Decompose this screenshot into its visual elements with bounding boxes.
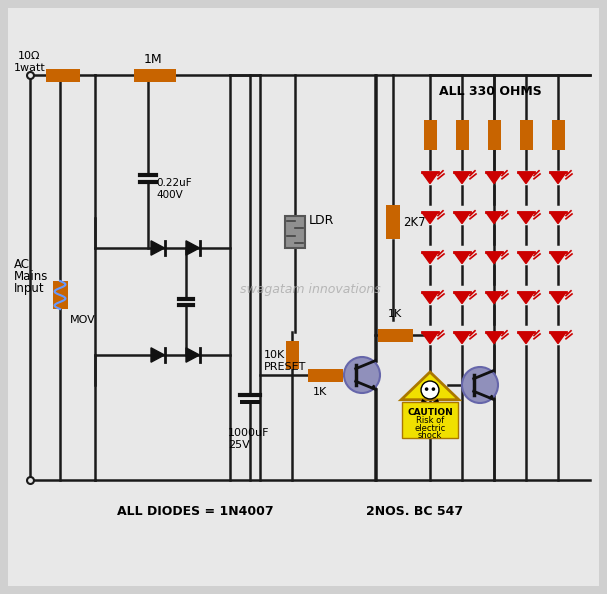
Polygon shape — [518, 292, 534, 304]
Polygon shape — [518, 172, 534, 184]
Polygon shape — [486, 292, 502, 304]
Polygon shape — [550, 213, 566, 223]
FancyBboxPatch shape — [378, 328, 413, 342]
FancyBboxPatch shape — [308, 368, 342, 381]
Polygon shape — [454, 292, 470, 304]
Polygon shape — [422, 333, 438, 343]
FancyBboxPatch shape — [46, 68, 80, 81]
Text: 1K: 1K — [313, 387, 327, 397]
Polygon shape — [371, 386, 376, 390]
Polygon shape — [550, 172, 566, 184]
Circle shape — [421, 381, 439, 399]
Polygon shape — [489, 395, 493, 399]
Text: 2K7: 2K7 — [403, 216, 426, 229]
FancyBboxPatch shape — [552, 120, 565, 150]
Polygon shape — [486, 252, 502, 264]
Polygon shape — [454, 213, 470, 223]
FancyBboxPatch shape — [487, 120, 501, 150]
FancyBboxPatch shape — [386, 205, 400, 239]
Polygon shape — [186, 348, 200, 362]
Text: 10K
PRESET: 10K PRESET — [264, 350, 307, 372]
Polygon shape — [518, 213, 534, 223]
Text: swagatam innovations: swagatam innovations — [240, 283, 381, 296]
Polygon shape — [454, 172, 470, 184]
Text: CAUTION: CAUTION — [407, 408, 453, 417]
Text: Risk of: Risk of — [416, 416, 444, 425]
Polygon shape — [486, 172, 502, 184]
FancyBboxPatch shape — [520, 120, 532, 150]
Circle shape — [425, 387, 429, 391]
Text: AC: AC — [14, 258, 30, 271]
Text: 1M: 1M — [144, 53, 162, 66]
Text: 2NOS. BC 547: 2NOS. BC 547 — [367, 505, 464, 518]
Polygon shape — [518, 333, 534, 343]
FancyBboxPatch shape — [402, 402, 458, 438]
Text: LDR: LDR — [309, 214, 334, 227]
Text: shock: shock — [418, 431, 442, 440]
Text: ALL 330 OHMS: ALL 330 OHMS — [439, 85, 541, 98]
Polygon shape — [454, 252, 470, 264]
Text: electric: electric — [415, 424, 446, 433]
FancyBboxPatch shape — [134, 68, 176, 81]
Polygon shape — [422, 252, 438, 264]
FancyBboxPatch shape — [285, 341, 299, 369]
Polygon shape — [151, 241, 164, 255]
Polygon shape — [550, 252, 566, 264]
FancyBboxPatch shape — [455, 120, 469, 150]
FancyBboxPatch shape — [240, 400, 260, 404]
Circle shape — [432, 387, 435, 391]
Text: 0.22uF
400V: 0.22uF 400V — [156, 178, 192, 200]
Text: 1watt: 1watt — [14, 63, 46, 73]
Polygon shape — [422, 213, 438, 223]
FancyBboxPatch shape — [424, 120, 436, 150]
Polygon shape — [550, 333, 566, 343]
Polygon shape — [151, 348, 164, 362]
Text: ALL DIODES = 1N4007: ALL DIODES = 1N4007 — [117, 505, 273, 518]
Text: Input: Input — [14, 282, 45, 295]
Polygon shape — [422, 292, 438, 304]
Circle shape — [344, 357, 380, 393]
Polygon shape — [401, 372, 459, 400]
FancyBboxPatch shape — [285, 216, 305, 248]
Text: 1000uF
25V: 1000uF 25V — [228, 428, 270, 450]
Polygon shape — [550, 292, 566, 304]
Polygon shape — [486, 333, 502, 343]
Text: 1K: 1K — [388, 309, 402, 319]
Polygon shape — [518, 252, 534, 264]
Text: 10Ω: 10Ω — [18, 51, 41, 61]
Polygon shape — [486, 213, 502, 223]
Text: Mains: Mains — [14, 270, 49, 283]
Polygon shape — [454, 333, 470, 343]
Circle shape — [462, 367, 498, 403]
Polygon shape — [422, 172, 438, 184]
Polygon shape — [186, 241, 200, 255]
Text: MOV: MOV — [70, 315, 96, 325]
FancyBboxPatch shape — [8, 8, 599, 586]
FancyBboxPatch shape — [52, 281, 67, 309]
